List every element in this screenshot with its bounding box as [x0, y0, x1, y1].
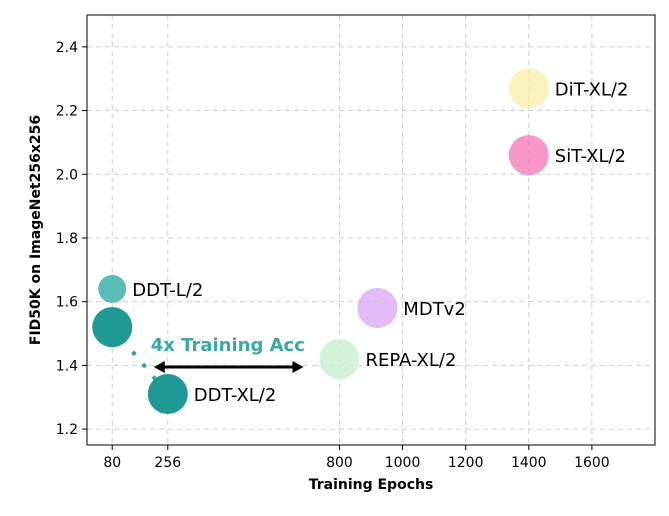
y-tick-label-2-4: 2.4	[56, 40, 78, 56]
label-mdtv2: MDTv2	[403, 299, 466, 320]
label-ddt-xl-2: DDT-XL/2	[194, 385, 277, 406]
y-tick-label-1-6: 1.6	[56, 295, 78, 311]
axes	[82, 14, 656, 450]
x-tick-label-1400: 1400	[511, 455, 547, 471]
label-sit-xl-2: SiT-XL/2	[555, 146, 626, 167]
y-tick-label-1-4: 1.4	[56, 358, 78, 374]
point-labels: DiT-XL/2 SiT-XL/2 MDTv2 REPA-XL/2 DDT-L/2 DDT…	[132, 79, 628, 406]
plot-frame	[86, 14, 656, 446]
point-ddt-l-2	[98, 274, 127, 303]
point-repa-xl-2	[319, 339, 360, 379]
x-tick-label-1000: 1000	[385, 455, 421, 471]
label-dit-xl-2: DiT-XL/2	[555, 79, 629, 100]
y-axis-label: FID50K on ImageNet256x256	[28, 115, 44, 345]
arrow-head-left	[153, 361, 165, 373]
y-tick-label-2-2: 2.2	[56, 104, 78, 120]
tick-labels: 80 256 800 1000 1200 1400 1600 1.2 1.4 1.6 1.8 2.0 2…	[56, 40, 610, 471]
point-ddt-unlabeled-5	[92, 307, 133, 348]
point-ddt-xl-2	[147, 374, 188, 415]
point-mdtv2	[357, 288, 398, 329]
x-tick-label-800: 800	[326, 455, 353, 471]
x-tick-label-256: 256	[154, 455, 181, 471]
y-tick-label-2: 2.0	[56, 167, 78, 183]
x-tick-label-1200: 1200	[448, 455, 484, 471]
x-axis-label: Training Epochs	[309, 477, 434, 493]
data-points	[92, 68, 549, 415]
annotation-training-acc: 4x Training Acc	[151, 335, 305, 356]
label-ddt-l-2: DDT-L/2	[132, 280, 203, 301]
point-sit-xl-2	[508, 135, 549, 176]
x-tick-label-80: 80	[103, 455, 121, 471]
y-tick-label-1-2: 1.2	[56, 422, 78, 438]
training-arrow	[153, 361, 304, 373]
label-repa-xl-2: REPA-XL/2	[365, 350, 456, 371]
arrow-head-right	[292, 361, 304, 373]
y-tick-label-1-8: 1.8	[56, 231, 78, 247]
x-tick-label-1600: 1600	[574, 455, 610, 471]
point-dit-xl-2	[508, 68, 549, 109]
